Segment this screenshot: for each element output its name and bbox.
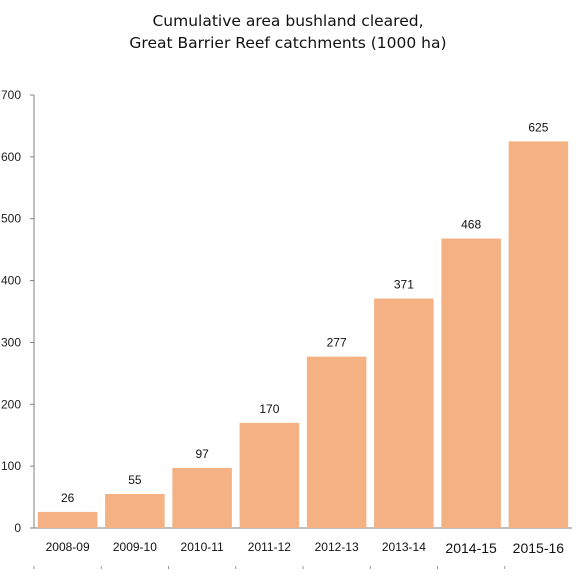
data-label: 55 [128, 473, 142, 487]
x-axis: 2008-09 2009-10 2010-11 2011-12 2012-13 2013-… [33, 527, 572, 569]
x-tick-label: 2011-12 [248, 540, 291, 554]
y-tick-label: 100 [1, 459, 21, 473]
x-tick-label: 2012-13 [315, 540, 359, 554]
bar-2013-14 [374, 298, 434, 528]
x-tick-label: 2009-10 [113, 540, 157, 554]
data-label: 625 [528, 120, 548, 134]
x-tick-label: 2010-11 [181, 540, 224, 554]
bar-2012-13 [306, 356, 367, 528]
chart-title: Cumulative area bushland cleared, Great … [0, 10, 576, 54]
bar-2010-11 [172, 467, 232, 528]
y-tick-label: 500 [1, 212, 21, 226]
data-label: 97 [195, 447, 209, 461]
data-label: 170 [259, 402, 279, 416]
y-tick-label: 400 [1, 274, 21, 288]
chart-title-line-2: Great Barrier Reef catchments (1000 ha) [129, 34, 447, 52]
x-tick-label: 2014-15 [445, 540, 497, 556]
data-label: 277 [327, 336, 347, 350]
y-tick-label: 0 [14, 521, 21, 535]
data-labels: 26 55 97 170 277 371 468 625 [61, 120, 549, 505]
bar-2014-15 [441, 238, 501, 528]
data-label: 468 [461, 218, 481, 232]
y-tick-label: 200 [1, 397, 21, 411]
bar-2015-16 [508, 141, 569, 528]
bar-2009-10 [105, 493, 165, 528]
x-tick-label: 2008-09 [46, 540, 90, 554]
data-label: 371 [394, 278, 414, 292]
chart-title-line-1: Cumulative area bushland cleared, [152, 12, 424, 30]
bar-2011-12 [239, 422, 300, 528]
y-tick-label: 300 [1, 335, 21, 349]
y-axis: 0 100 200 300 400 500 600 700 [1, 88, 35, 535]
bars [37, 141, 569, 528]
x-tick-label: 2015-16 [513, 540, 565, 556]
y-tick-label: 700 [1, 88, 21, 102]
y-tick-label: 600 [1, 150, 21, 164]
x-tick-label: 2013-14 [382, 540, 426, 554]
bar-2008-09 [37, 511, 98, 528]
data-label: 26 [61, 491, 75, 505]
